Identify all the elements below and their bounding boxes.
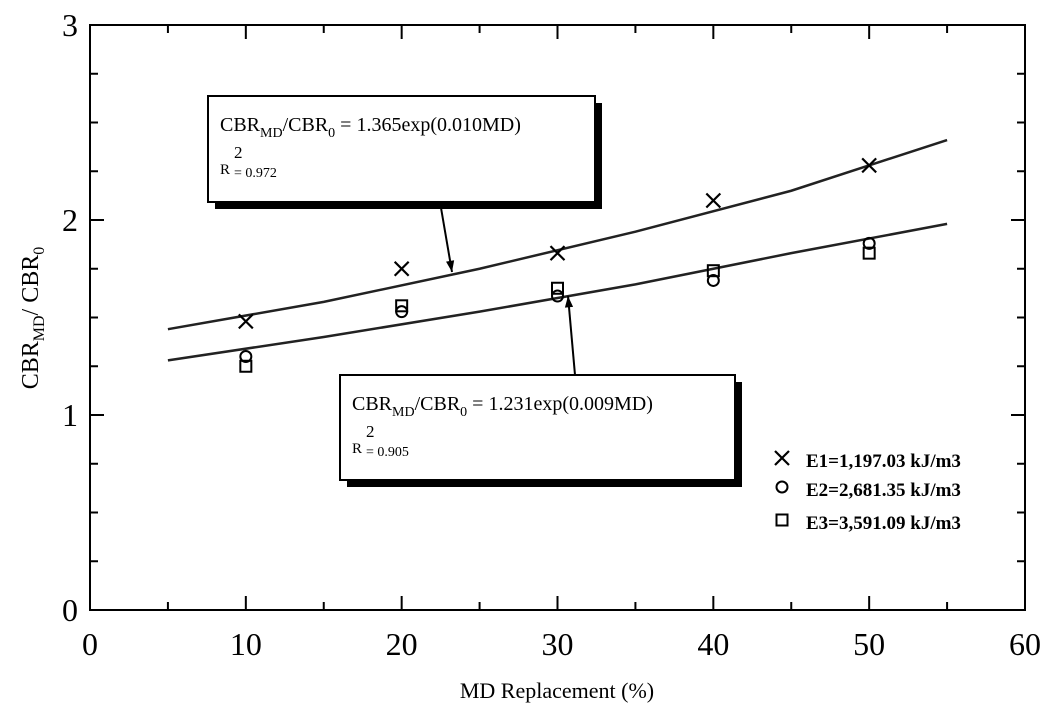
- fit-line: [167, 222, 948, 362]
- equation-part: CBR: [352, 393, 393, 415]
- y-tick-label: 3: [62, 7, 78, 43]
- equation: CBRMD/CBR0 = 1.231exp(0.009MD): [352, 393, 653, 420]
- marker-circle: [551, 289, 564, 303]
- r2-exponent: 2: [366, 422, 375, 441]
- equation-part: = 1.365exp(0.010MD): [335, 114, 521, 136]
- y-label-part: / CBR: [18, 255, 44, 316]
- y-label-sub: MD: [31, 315, 48, 341]
- equation-part: = 1.231exp(0.009MD): [467, 393, 653, 415]
- x-axis-label: MD Replacement (%): [460, 678, 654, 703]
- x-tick-label: 60: [1009, 626, 1041, 662]
- arrow-line: [439, 201, 453, 273]
- marker-circle: [706, 273, 720, 287]
- marker-x: [393, 260, 410, 277]
- legend-label: E2=2,681.35 kJ/m3: [806, 480, 961, 501]
- equation-part: /CBR: [415, 393, 461, 415]
- r2-label: R: [220, 162, 230, 178]
- equation-part: CBR: [220, 114, 261, 136]
- y-axis-label: CBRMD/ CBR0: [18, 247, 48, 390]
- y-label-part: CBR: [18, 341, 44, 389]
- equation-sub: MD: [392, 405, 415, 420]
- marker-circle: [862, 236, 876, 250]
- marker-square: [862, 246, 876, 260]
- r2-value: = 0.905: [366, 445, 409, 460]
- marker-x: [705, 192, 722, 209]
- equation-sub: 0: [328, 126, 335, 141]
- r2-exponent: 2: [234, 143, 243, 162]
- y-tick-label: 1: [62, 397, 78, 433]
- marker-square: [551, 281, 564, 295]
- fit-line: [167, 138, 948, 331]
- x-tick-label: 10: [230, 626, 262, 662]
- marker-square: [706, 264, 720, 278]
- r2-label: R: [352, 441, 362, 457]
- equation-sub: 0: [460, 405, 467, 420]
- equation: CBRMD/CBR0 = 1.365exp(0.010MD): [220, 114, 521, 141]
- y-tick-label: 2: [62, 202, 78, 238]
- legend-label: E3=3,591.09 kJ/m3: [806, 513, 961, 534]
- marker-circle: [775, 480, 789, 494]
- r2-value: = 0.972: [234, 166, 277, 181]
- marker-x: [861, 157, 877, 174]
- x-tick-label: 40: [697, 626, 729, 662]
- marker-x: [238, 313, 254, 330]
- marker-x: [549, 245, 566, 261]
- arrow-line: [567, 295, 576, 376]
- marker-square: [775, 513, 789, 527]
- y-label-sub: 0: [31, 247, 48, 255]
- equation-sub: MD: [260, 126, 283, 141]
- x-tick-label: 30: [542, 626, 574, 662]
- y-tick-label: 0: [62, 592, 78, 628]
- marker-square: [395, 299, 409, 313]
- x-tick-label: 50: [853, 626, 885, 662]
- equation-part: /CBR: [283, 114, 329, 136]
- arrow-head: [446, 260, 455, 272]
- arrow-head: [564, 296, 574, 308]
- marker-square: [239, 359, 253, 373]
- x-tick-label: 20: [386, 626, 418, 662]
- legend-label: E1=1,197.03 kJ/m3: [806, 451, 961, 472]
- annotation-box: [339, 374, 736, 481]
- marker-x: [774, 450, 790, 466]
- annotation-box: [207, 95, 596, 203]
- marker-circle: [239, 350, 253, 363]
- x-tick-label: 0: [82, 626, 98, 662]
